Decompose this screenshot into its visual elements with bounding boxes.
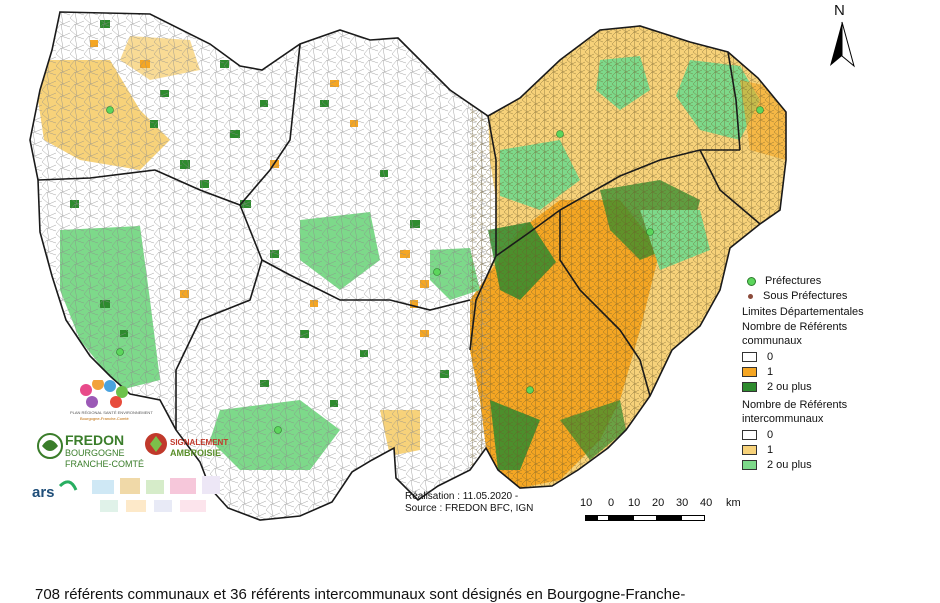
partner-logos: PLAN RÉGIONAL SANTÉ ENVIRONNEMENT Bourgo… xyxy=(30,378,230,520)
fredon-label-3: FRANCHE-COMTÉ xyxy=(65,459,144,469)
scale-segment xyxy=(609,515,633,521)
scale-segment xyxy=(657,515,681,521)
legend-com-0: 0 xyxy=(742,350,938,364)
scale-segment xyxy=(585,515,597,521)
fredon-label-1: FREDON xyxy=(65,432,125,448)
legend-communaux-title-1: Nombre de Référents xyxy=(742,321,848,333)
map-legend: Préfectures Sous Préfectures Limites Dép… xyxy=(742,274,938,473)
legend-inter-1: 1 xyxy=(742,443,938,457)
north-arrow: N xyxy=(818,0,866,72)
swatch-inter-2 xyxy=(742,460,757,470)
legend-prefectures-label: Préfectures xyxy=(765,275,822,287)
pse-label: PLAN RÉGIONAL SANTÉ ENVIRONNEMENT xyxy=(70,410,153,415)
north-label: N xyxy=(834,2,845,19)
swatch-inter-0 xyxy=(742,430,757,440)
legend-com-0-label: 0 xyxy=(767,351,774,363)
legend-com-2-label: 2 ou plus xyxy=(767,381,812,393)
legend-inter-2: 2 ou plus xyxy=(742,458,938,472)
legend-sous-prefectures-label: Sous Préfectures xyxy=(763,290,848,302)
prefecture-dot-icon xyxy=(747,276,756,286)
scale-segment xyxy=(681,515,705,521)
scale-tick-4: 30 xyxy=(676,497,689,509)
scale-segment xyxy=(597,515,609,521)
swatch-com-1 xyxy=(742,367,757,377)
ars-logo xyxy=(58,480,78,491)
legend-inter-1-label: 1 xyxy=(767,444,774,456)
legend-prefectures: Préfectures xyxy=(742,274,938,288)
scale-tick-1: 0 xyxy=(608,497,615,509)
fredon-label-2: BOURGOGNE xyxy=(65,448,125,458)
scale-unit: km xyxy=(726,497,741,509)
ars-label: ars xyxy=(32,484,55,501)
pse-label-2: Bourgogne-Franche-Comté xyxy=(80,416,129,421)
legend-intercom-title-2: intercommunaux xyxy=(742,413,824,425)
scale-tick-0: 10 xyxy=(580,497,593,509)
scale-tick-5: 40 xyxy=(700,497,713,509)
signalement-logo xyxy=(145,433,167,455)
swatch-com-0 xyxy=(742,352,757,362)
north-arrow-icon xyxy=(830,21,855,68)
fredon-logo xyxy=(37,433,63,459)
sous-prefecture-dot-icon xyxy=(748,293,753,299)
credit-line-1: Réalisation : 11.05.2020 - xyxy=(405,491,519,502)
legend-communaux-title-2: communaux xyxy=(742,335,802,347)
signalement-label-1: SIGNALEMENT xyxy=(170,438,229,447)
scale-bar: 10 0 10 20 30 40 km xyxy=(578,497,758,531)
legend-limites-label: Limites Départementales xyxy=(742,306,864,318)
map-credit: Réalisation : 11.05.2020 - Source : FRED… xyxy=(405,491,533,515)
swatch-inter-1 xyxy=(742,445,757,455)
scale-tick-3: 20 xyxy=(652,497,665,509)
legend-intercom-title-1: Nombre de Référents xyxy=(742,399,848,411)
logos-icon xyxy=(37,378,220,512)
legend-com-1: 1 xyxy=(742,365,938,379)
signalement-label-2: AMBROISIE xyxy=(170,448,222,458)
legend-inter-2-label: 2 ou plus xyxy=(767,459,812,471)
credit-line-2: Source : FREDON BFC, IGN xyxy=(405,503,534,514)
scale-segment xyxy=(633,515,657,521)
legend-inter-0: 0 xyxy=(742,428,938,442)
legend-com-2: 2 ou plus xyxy=(742,380,938,394)
legend-sous-prefectures: Sous Préfectures xyxy=(742,289,938,303)
map-caption: 708 référents communaux et 36 référents … xyxy=(35,586,686,603)
scale-tick-2: 10 xyxy=(628,497,641,509)
partner-small-logos xyxy=(92,476,220,512)
legend-com-1-label: 1 xyxy=(767,366,774,378)
pse-logo xyxy=(80,378,128,408)
swatch-com-2 xyxy=(742,382,757,392)
legend-inter-0-label: 0 xyxy=(767,429,774,441)
